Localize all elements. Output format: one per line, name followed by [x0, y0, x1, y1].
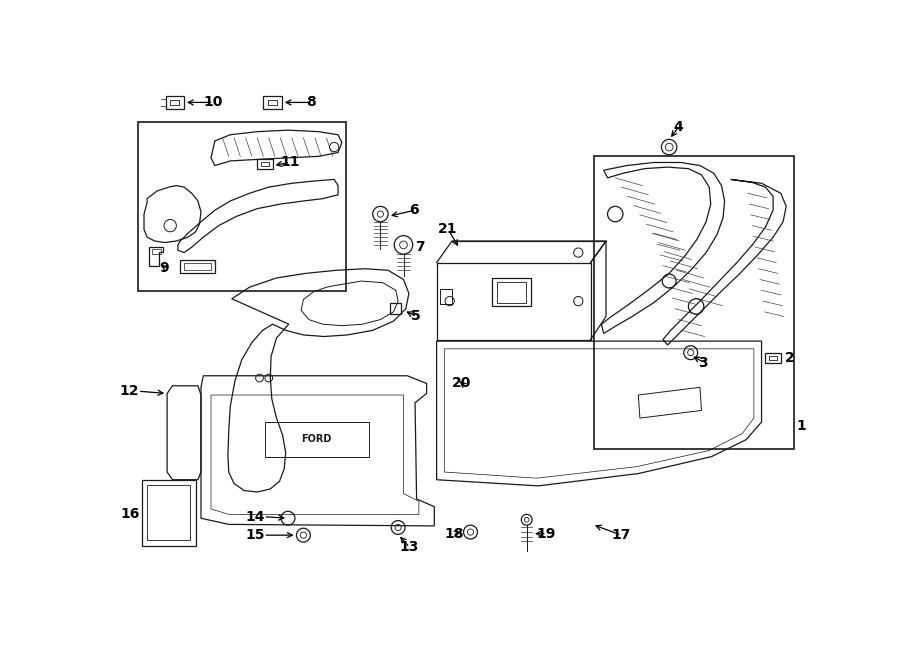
Text: 6: 6	[409, 203, 419, 217]
Text: 5: 5	[411, 309, 421, 323]
Text: 12: 12	[120, 384, 140, 398]
Text: 9: 9	[159, 261, 169, 275]
Text: 13: 13	[400, 541, 419, 555]
Text: 3: 3	[698, 356, 708, 369]
Text: 7: 7	[415, 240, 425, 254]
Text: 1: 1	[796, 419, 806, 433]
Text: 17: 17	[611, 528, 631, 542]
Text: 19: 19	[536, 527, 556, 541]
Text: 15: 15	[246, 528, 265, 542]
Text: 21: 21	[438, 223, 458, 237]
Text: 10: 10	[203, 95, 222, 110]
Text: 16: 16	[120, 508, 140, 522]
Text: 18: 18	[445, 527, 464, 541]
Text: 11: 11	[280, 155, 300, 169]
Text: 4: 4	[673, 120, 683, 134]
Text: 20: 20	[452, 377, 472, 391]
Text: 14: 14	[246, 510, 265, 524]
Text: 2: 2	[785, 351, 795, 365]
Text: 8: 8	[306, 95, 316, 110]
Text: FORD: FORD	[302, 434, 332, 444]
